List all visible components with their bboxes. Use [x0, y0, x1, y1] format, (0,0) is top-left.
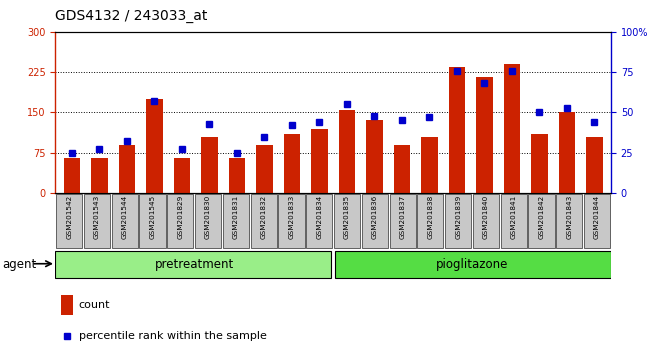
Text: GSM201831: GSM201831	[233, 195, 239, 239]
Text: GDS4132 / 243033_at: GDS4132 / 243033_at	[55, 9, 207, 23]
Bar	[256, 144, 272, 193]
Bar	[334, 194, 360, 249]
Text: GSM201545: GSM201545	[150, 195, 155, 239]
Bar	[140, 194, 166, 249]
Bar	[56, 194, 82, 249]
Text: GSM201832: GSM201832	[261, 195, 266, 239]
Text: GSM201840: GSM201840	[483, 195, 489, 239]
Bar	[195, 194, 221, 249]
Bar	[584, 194, 610, 249]
Bar	[445, 194, 471, 249]
Bar	[473, 194, 499, 249]
Text: GSM201835: GSM201835	[344, 195, 350, 239]
Text: GSM201834: GSM201834	[317, 195, 322, 239]
Bar	[339, 110, 355, 193]
Bar	[500, 194, 526, 249]
Text: GSM201542: GSM201542	[66, 195, 72, 239]
Bar	[201, 137, 218, 193]
Bar	[335, 251, 611, 278]
Bar	[417, 194, 443, 249]
Bar	[362, 194, 388, 249]
Text: GSM201836: GSM201836	[372, 195, 378, 239]
Bar	[146, 99, 162, 193]
Bar	[91, 158, 107, 193]
Text: GSM201543: GSM201543	[94, 195, 100, 239]
Bar	[251, 194, 277, 249]
Bar	[504, 64, 520, 193]
Text: GSM201844: GSM201844	[594, 195, 600, 239]
Bar	[366, 120, 383, 193]
Bar	[112, 194, 138, 249]
Text: GSM201839: GSM201839	[455, 195, 461, 239]
Bar	[586, 137, 603, 193]
Bar	[528, 194, 554, 249]
Text: count: count	[79, 300, 110, 310]
Bar	[84, 194, 110, 249]
Bar	[223, 194, 249, 249]
Text: GSM201830: GSM201830	[205, 195, 211, 239]
Bar	[389, 194, 415, 249]
Bar	[167, 194, 193, 249]
Bar	[283, 134, 300, 193]
Bar	[278, 194, 304, 249]
Bar	[394, 144, 410, 193]
Text: GSM201838: GSM201838	[428, 195, 434, 239]
Text: GSM201837: GSM201837	[400, 195, 406, 239]
Text: agent: agent	[2, 258, 36, 271]
Bar	[556, 194, 582, 249]
Bar	[559, 113, 575, 193]
Text: pioglitazone: pioglitazone	[436, 258, 508, 271]
Text: GSM201843: GSM201843	[566, 195, 572, 239]
Bar	[476, 78, 493, 193]
Bar	[448, 67, 465, 193]
Bar	[229, 158, 245, 193]
Bar	[64, 158, 80, 193]
Bar	[61, 295, 73, 315]
Text: GSM201544: GSM201544	[122, 195, 127, 239]
Text: percentile rank within the sample: percentile rank within the sample	[79, 331, 266, 342]
Bar	[421, 137, 437, 193]
Bar	[306, 194, 332, 249]
Bar	[311, 129, 328, 193]
Text: GSM201841: GSM201841	[511, 195, 517, 239]
Text: GSM201842: GSM201842	[539, 195, 545, 239]
Text: GSM201829: GSM201829	[177, 195, 183, 239]
Text: GSM201833: GSM201833	[289, 195, 294, 239]
Bar	[55, 251, 332, 278]
Bar	[118, 144, 135, 193]
Bar	[531, 134, 548, 193]
Bar	[174, 158, 190, 193]
Text: pretreatment: pretreatment	[155, 258, 234, 271]
